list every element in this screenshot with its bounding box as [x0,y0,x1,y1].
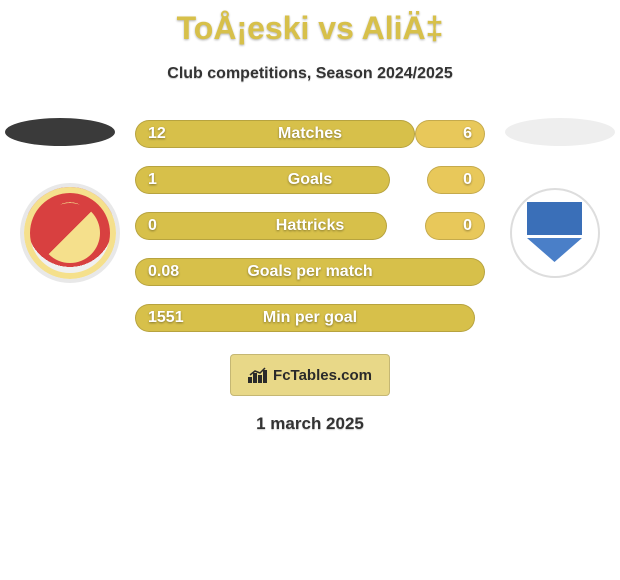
brand-text: FcTables.com [273,367,372,384]
stat-value-left: 0.08 [148,263,179,281]
stat-rows: 12 Matches 6 1 Goals 0 0 [135,118,485,334]
stat-bar-left: 12 [135,120,415,148]
stat-row-min-per-goal: 1551 Min per goal [135,302,485,334]
stat-label: Goals [288,171,332,189]
stat-value-left: 1551 [148,309,184,327]
stat-row-hattricks: 0 Hattricks 0 [135,210,485,242]
stat-bar-right: 6 [415,120,485,148]
stat-value-right: 6 [463,125,472,143]
player-right-marker [505,118,615,146]
stat-value-right: 0 [463,217,472,235]
stat-label: Hattricks [276,217,344,235]
stat-bar-right: 0 [425,212,485,240]
stat-bar-left: 1 [135,166,390,194]
chart-icon [248,367,268,383]
page-title: ToÅ¡eski vs AliÄ‡ [0,0,620,47]
stat-row-goals: 1 Goals 0 [135,164,485,196]
stat-value-right: 0 [463,171,472,189]
stat-value-left: 0 [148,217,157,235]
stats-area: 12 Matches 6 1 Goals 0 0 [0,118,620,434]
player-left-marker [5,118,115,146]
team-badge-right [510,188,600,278]
stat-row-matches: 12 Matches 6 [135,118,485,150]
brand-badge[interactable]: FcTables.com [230,354,390,396]
stat-bar-right: 0 [427,166,485,194]
stat-label: Min per goal [263,309,357,327]
stat-bar-left: 0 [135,212,387,240]
subtitle: Club competitions, Season 2024/2025 [0,65,620,83]
date-text: 1 march 2025 [0,414,620,434]
team-badge-left [20,183,120,283]
stat-value-left: 12 [148,125,166,143]
stat-value-left: 1 [148,171,157,189]
stat-row-goals-per-match: 0.08 Goals per match [135,256,485,288]
stat-label: Goals per match [247,263,372,281]
stat-label: Matches [278,125,342,143]
